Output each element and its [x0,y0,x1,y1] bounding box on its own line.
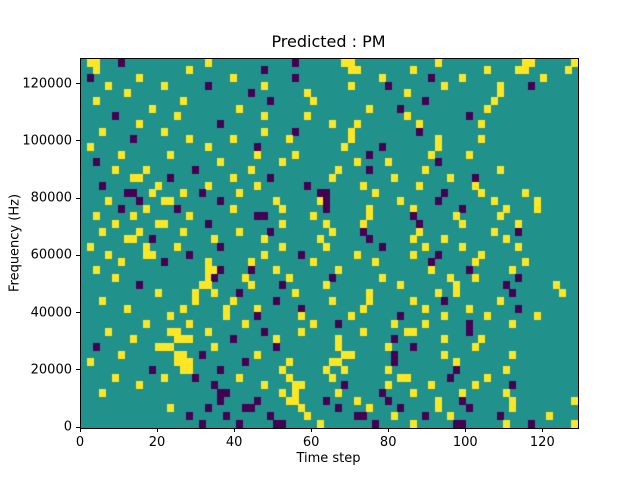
x-tick-label: 40 [225,435,243,450]
y-tick-label: 40000 [30,305,72,321]
y-tick-label: 60000 [30,247,72,263]
x-tick-mark [310,428,312,432]
x-tick-mark [541,428,543,432]
x-tick-label: 20 [148,435,166,450]
y-tick-mark [76,369,80,371]
y-tick-mark [76,197,80,199]
x-tick-label: 0 [75,435,85,450]
x-tick-mark [79,428,81,432]
x-tick-label: 80 [379,435,397,450]
y-tick-label: 100000 [22,133,72,149]
x-tick-label: 120 [529,435,555,450]
x-axis-label: Time step [296,451,361,466]
x-tick-label: 100 [452,435,478,450]
heatmap-canvas [81,59,578,428]
x-tick-mark [156,428,158,432]
y-tick-mark [76,83,80,85]
y-tick-mark [76,312,80,314]
plot-area [80,58,579,429]
x-tick-mark [464,428,466,432]
y-tick-mark [76,140,80,142]
y-tick-label: 120000 [22,76,72,92]
x-tick-label: 60 [302,435,320,450]
x-tick-mark [387,428,389,432]
y-axis-label: Frequency (Hz) [7,193,23,293]
y-tick-label: 80000 [30,190,72,206]
y-tick-mark [76,254,80,256]
y-tick-label: 20000 [30,362,72,378]
x-tick-mark [233,428,235,432]
chart-title: Predicted : PM [271,32,386,51]
y-tick-label: 0 [63,419,72,435]
y-tick-mark [76,426,80,428]
